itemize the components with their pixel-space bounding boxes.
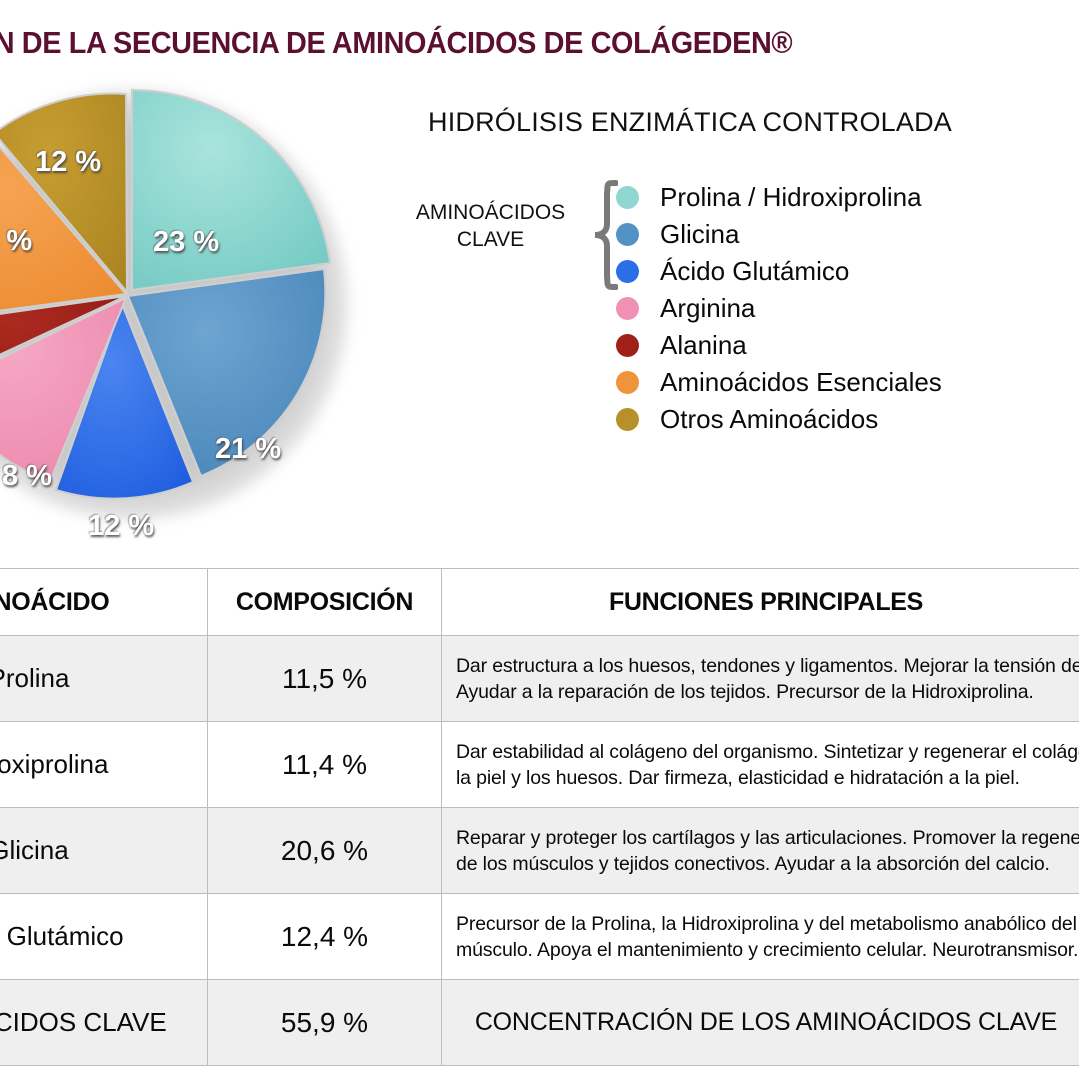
legend-label: Alanina xyxy=(660,330,747,360)
functions-line: de los músculos y tejidos conectivos. Ay… xyxy=(456,852,1050,875)
cell-functions: Dar estructura a los huesos, tendones y … xyxy=(441,635,1079,722)
column-header-functions: FUNCIONES PRINCIPALES xyxy=(441,568,1079,636)
legend-item: Otros Aminoácidos xyxy=(616,401,1066,438)
pie-slice-prolina-hidroxiprolina xyxy=(131,88,332,292)
amino-acid-table: AMINOÁCIDO COMPOSICIÓN FUNCIONES PRINCIP… xyxy=(0,568,1079,1066)
pie-label-acido-glutamico: 12 % xyxy=(88,510,155,542)
table-row: Glicina 20,6 % Reparar y proteger los ca… xyxy=(0,807,1079,894)
pie-label-glicina: 21 % xyxy=(215,433,282,465)
table-row: Hidroxiprolina 11,4 % Dar estabilidad al… xyxy=(0,721,1079,808)
cell-composition: 20,6 % xyxy=(207,807,442,894)
legend-item: Arginina xyxy=(616,290,1066,327)
legend-swatch-icon xyxy=(616,371,639,394)
functions-line: la piel y los huesos. Dar firmeza, elast… xyxy=(456,766,1020,789)
cell-amino-acid: Ácido Glutámico xyxy=(0,893,208,980)
curly-brace-icon xyxy=(594,180,618,290)
cell-composition: 11,5 % xyxy=(207,635,442,722)
chart-legend: Prolina / Hidroxiprolina Glicina Ácido G… xyxy=(616,179,1066,438)
legend-item: Glicina xyxy=(616,216,1066,253)
cell-functions: Precursor de la Prolina, la Hidroxiproli… xyxy=(441,893,1079,980)
functions-line: Reparar y proteger los cartílagos y las … xyxy=(456,826,1079,849)
column-header-amino-acid: AMINOÁCIDO xyxy=(0,568,208,636)
cell-composition: 12,4 % xyxy=(207,893,442,980)
pie-slice-glicina xyxy=(126,267,327,478)
functions-line: Precursor de la Prolina, la Hidroxiproli… xyxy=(456,912,1077,935)
pie-chart: 23 % 21 % 12 % 8 % 18 % 12 % xyxy=(0,78,350,542)
legend-swatch-icon xyxy=(616,260,639,283)
legend-swatch-icon xyxy=(616,186,639,209)
pie-slice-otros-aminoacidos xyxy=(0,92,129,295)
chart-subtitle: HIDRÓLISIS ENZIMÁTICA CONTROLADA xyxy=(428,107,952,137)
cell-total-amino-acid: AMINOÁCIDOS CLAVE xyxy=(0,979,208,1066)
table-row: Ácido Glutámico 12,4 % Precursor de la P… xyxy=(0,893,1079,980)
legend-item: Alanina xyxy=(616,327,1066,364)
column-header-composition: COMPOSICIÓN xyxy=(207,568,442,636)
page-title: COMPOSICIÓN DE LA SECUENCIA DE AMINOÁCID… xyxy=(0,25,793,60)
cell-functions: Reparar y proteger los cartílagos y las … xyxy=(441,807,1079,894)
functions-line: Dar estructura a los huesos, tendones y … xyxy=(456,654,1079,677)
key-label-line1: AMINOÁCIDOS xyxy=(415,201,566,224)
legend-item: Prolina / Hidroxiprolina xyxy=(616,179,1066,216)
pie-slice-arginina xyxy=(0,295,128,483)
legend-swatch-icon xyxy=(616,408,639,431)
cell-total-composition: 55,9 % xyxy=(207,979,442,1066)
pie-slice-alanina xyxy=(0,295,127,356)
pie-label-otros-aminoacidos: 12 % xyxy=(35,146,102,178)
cell-composition: 11,4 % xyxy=(207,721,442,808)
pie-slice-aminoacidos-esenciales xyxy=(0,146,128,312)
table-header-row: AMINOÁCIDO COMPOSICIÓN FUNCIONES PRINCIP… xyxy=(0,568,1079,636)
cell-functions: Dar estabilidad al colágeno del organism… xyxy=(441,721,1079,808)
legend-label: Glicina xyxy=(660,219,740,249)
legend-label: Otros Aminoácidos xyxy=(660,404,879,434)
cell-amino-acid: Prolina xyxy=(0,635,208,722)
legend-label: Prolina / Hidroxiprolina xyxy=(660,182,922,212)
key-label-line2: CLAVE xyxy=(456,228,525,251)
cell-amino-acid: Glicina xyxy=(0,807,208,894)
functions-line: Dar estabilidad al colágeno del organism… xyxy=(456,740,1079,763)
table-row: Prolina 11,5 % Dar estructura a los hues… xyxy=(0,635,1079,722)
legend-item: Ácido Glutámico xyxy=(616,253,1066,290)
functions-line: Ayudar a la reparación de los tejidos. P… xyxy=(456,680,1034,703)
pie-slice-acido-glutamico xyxy=(54,301,195,500)
legend-label: Ácido Glutámico xyxy=(660,256,850,286)
legend-item: Aminoácidos Esenciales xyxy=(616,364,1066,401)
legend-label: Arginina xyxy=(660,293,756,323)
pie-slices xyxy=(0,88,332,500)
cell-amino-acid: Hidroxiprolina xyxy=(0,721,208,808)
pie-label-prolina-hidroxiprolina: 23 % xyxy=(153,226,220,258)
table-total-row: AMINOÁCIDOS CLAVE 55,9 % CONCENTRACIÓN D… xyxy=(0,979,1079,1066)
legend-swatch-icon xyxy=(616,334,639,357)
legend-swatch-icon xyxy=(616,223,639,246)
legend-swatch-icon xyxy=(616,297,639,320)
functions-line: músculo. Apoya el mantenimiento y crecim… xyxy=(456,938,1079,961)
cell-total-functions: CONCENTRACIÓN DE LOS AMINOÁCIDOS CLAVE xyxy=(441,979,1079,1066)
pie-label-arginina: 8 % xyxy=(2,460,52,492)
pie-label-aminoacidos-esenciales: 18 % xyxy=(0,225,33,257)
key-amino-acids-label: AMINOÁCIDOS CLAVE xyxy=(398,199,583,253)
legend-label: Aminoácidos Esenciales xyxy=(660,367,942,397)
